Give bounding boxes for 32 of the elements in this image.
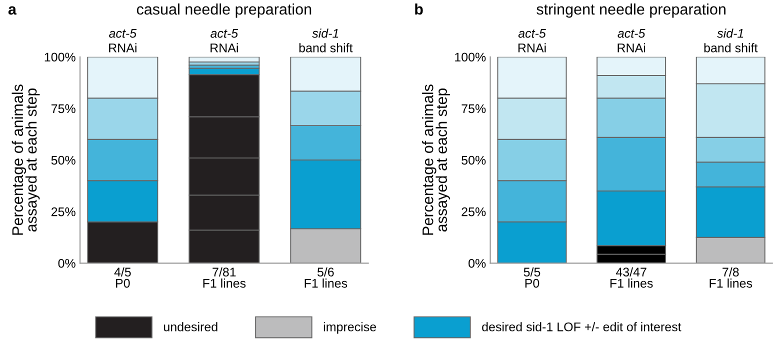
- y-tick-label: 0%: [468, 258, 486, 268]
- legend-label: imprecise: [324, 322, 376, 334]
- annotation: act-5 RNAi: [210, 29, 238, 52]
- y-tick-label: 75%: [462, 104, 486, 114]
- chart-title: stringent needle preparation: [536, 3, 726, 18]
- text: b: [415, 3, 423, 15]
- y-tick-label: 100%: [44, 52, 76, 62]
- x-tick-label: 5/5 P0: [524, 267, 540, 288]
- annotation: act-5 RNAi: [109, 29, 137, 52]
- legend-label: undesired: [164, 322, 218, 332]
- annotation: act-5 RNAi: [518, 29, 546, 52]
- text: a: [8, 6, 17, 15]
- x-tick-label: 4/5 P0: [114, 267, 131, 288]
- annotation: act-5 RNAi: [618, 29, 646, 52]
- y-axis-title: Percentage of animals assayed at each step: [12, 84, 40, 235]
- chart-title: casual needle preparation: [136, 3, 312, 18]
- y-tick-label: 25%: [462, 207, 486, 216]
- x-tick-label: 43/47 F1 lines: [610, 267, 653, 288]
- y-tick-label: 50%: [51, 156, 76, 165]
- bar: [188, 56, 260, 63]
- y-tick-label: 25%: [51, 207, 76, 216]
- y-axis-title: Percentage of animals assayed at each step: [422, 84, 450, 235]
- y-tick-label: 100%: [455, 52, 486, 62]
- x-tick-label: 7/81 F1 lines: [203, 267, 246, 288]
- y-tick-label: 50%: [462, 156, 486, 165]
- annotation: sid-1 band shift: [299, 28, 353, 52]
- legend-label: desired sid-1 LOF +/- edit of interest: [482, 322, 682, 332]
- y-tick-label: 0%: [58, 258, 76, 268]
- annotation: sid-1 band shift: [704, 28, 758, 52]
- x-tick-label: 7/8 F1 lines: [710, 267, 752, 288]
- y-tick-label: 75%: [51, 104, 76, 114]
- x-tick-label: 5/6 F1 lines: [304, 267, 348, 288]
